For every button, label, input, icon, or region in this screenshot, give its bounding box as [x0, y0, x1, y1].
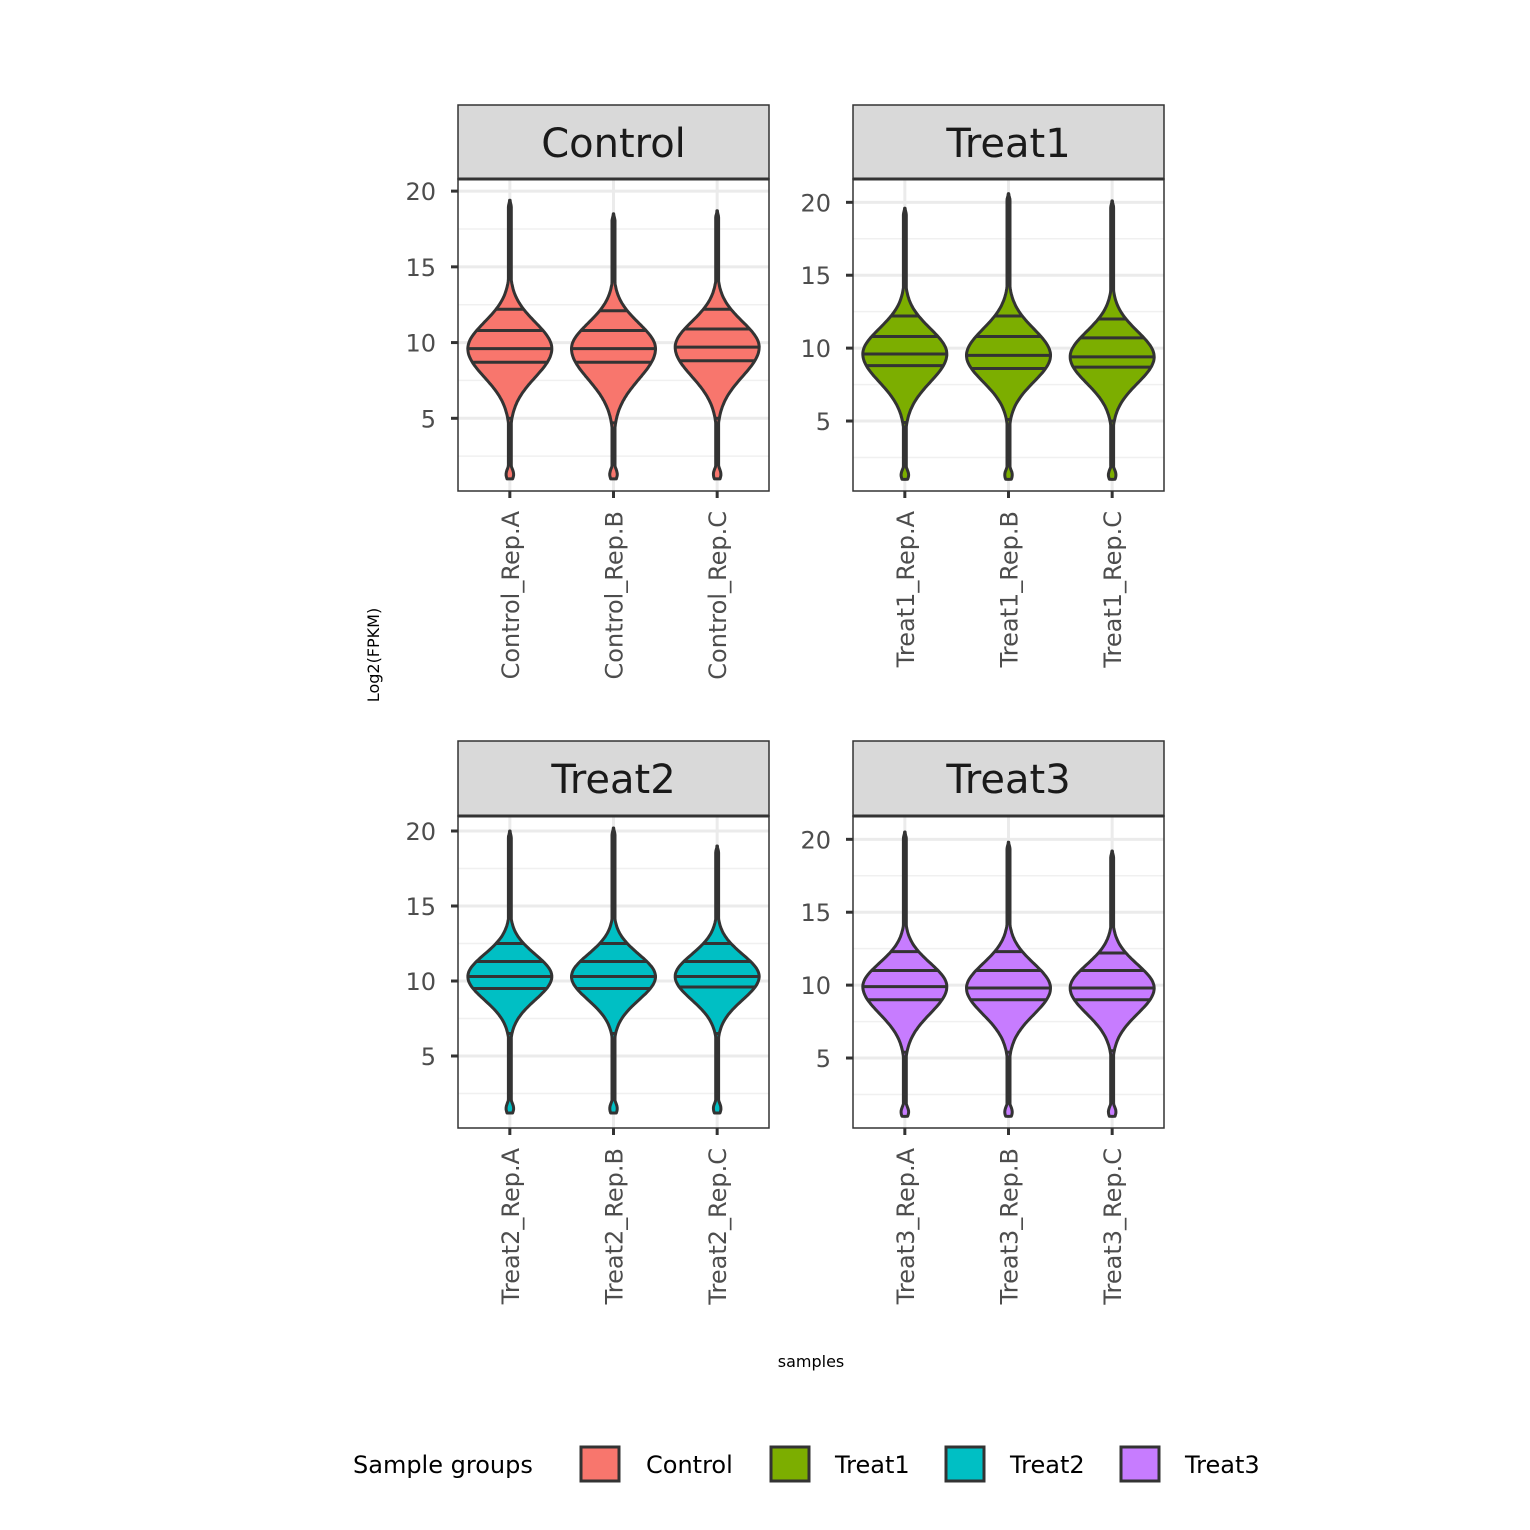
y-tick-label: 15 — [800, 899, 831, 927]
legend-item-treat1: Treat1 — [769, 1445, 910, 1483]
legend-label: Treat3 — [1184, 1451, 1260, 1479]
x-tick-label: Control_Rep.C — [704, 511, 732, 680]
y-tick-label: 5 — [816, 408, 831, 436]
x-tick-label: Control_Rep.B — [601, 511, 629, 679]
x-tick-label: Treat1_Rep.A — [892, 510, 920, 668]
facet-strip — [852, 104, 1165, 180]
facet-title: Treat1 — [945, 121, 1070, 167]
violin-treat1-rep-c — [1068, 199, 1156, 481]
y-tick-label: 20 — [800, 189, 831, 217]
violin-shape — [1068, 849, 1156, 1118]
legend-item-control: Control — [579, 1445, 733, 1483]
legend-label: Treat1 — [834, 1451, 910, 1479]
x-tick-label: Treat2_Rep.C — [704, 1148, 732, 1306]
y-tick-label: 15 — [800, 262, 831, 290]
legend-key — [769, 1445, 811, 1483]
facet-title: Control — [541, 121, 686, 167]
violin-shape — [1068, 199, 1156, 481]
violin-treat1-rep-b — [965, 192, 1052, 481]
x-tick-label: Treat3_Rep.B — [996, 1148, 1024, 1305]
violin-shape — [466, 829, 554, 1115]
y-tick-label: 5 — [421, 1043, 436, 1071]
facet-treat2: Treat2_Rep.A Treat2_Rep.B Treat2_Rep.C 5 10 1… — [405, 740, 770, 1306]
x-tick-label: Treat3_Rep.A — [892, 1147, 920, 1305]
y-axis-title: Log2(FPKM) — [364, 608, 383, 702]
violin-treat1-rep-a — [861, 206, 949, 481]
facet-panels: Control_Rep.A Control_Rep.B Control_Rep.C 5… — [405, 104, 1165, 1306]
facet-title: Treat3 — [945, 757, 1070, 803]
violin-shape — [861, 830, 949, 1118]
x-tick-label: Treat2_Rep.B — [601, 1148, 629, 1305]
x-tick-label: Treat1_Rep.C — [1099, 511, 1127, 669]
violin-shape — [965, 840, 1052, 1118]
legend-key — [944, 1445, 986, 1483]
legend: Sample groups Control Treat1 Treat2 Treat3 — [353, 1445, 1260, 1483]
legend-label: Control — [646, 1451, 733, 1479]
x-tick-label: Treat1_Rep.B — [996, 511, 1024, 668]
x-tick-label: Treat3_Rep.C — [1099, 1148, 1127, 1306]
legend-key — [1119, 1445, 1161, 1483]
y-tick-label: 10 — [405, 330, 436, 358]
violin-treat3-rep-a — [861, 830, 949, 1118]
violin-treat3-rep-b — [965, 840, 1052, 1118]
y-tick-label: 10 — [405, 968, 436, 996]
violin-control-rep-a — [466, 198, 554, 481]
violin-shape — [570, 212, 657, 481]
facet-control: Control_Rep.A Control_Rep.B Control_Rep.C 5… — [405, 104, 770, 680]
violin-treat2-rep-c — [673, 844, 761, 1115]
legend-key — [579, 1445, 621, 1483]
violin-shape — [861, 206, 949, 481]
x-tick-label: Treat2_Rep.A — [497, 1147, 525, 1305]
y-tick-label: 5 — [421, 405, 436, 433]
violin-control-rep-b — [570, 212, 657, 481]
violin-treat2-rep-a — [466, 829, 554, 1115]
y-tick-label: 10 — [800, 972, 831, 1000]
x-axis-title: samples — [778, 1352, 845, 1371]
x-tick-label: Control_Rep.A — [497, 510, 525, 679]
y-tick-label: 15 — [405, 893, 436, 921]
violin-shape — [466, 198, 554, 481]
y-tick-label: 15 — [405, 254, 436, 282]
y-tick-label: 5 — [816, 1045, 831, 1073]
y-tick-label: 20 — [405, 818, 436, 846]
violin-control-rep-c — [673, 209, 761, 481]
violin-shape — [570, 826, 657, 1115]
y-tick-label: 10 — [800, 335, 831, 363]
facet-strip — [852, 740, 1165, 817]
legend-item-treat2: Treat2 — [944, 1445, 1085, 1483]
legend-item-treat3: Treat3 — [1119, 1445, 1260, 1483]
facet-title: Treat2 — [550, 757, 675, 803]
y-tick-label: 20 — [800, 826, 831, 854]
legend-title: Sample groups — [353, 1451, 533, 1479]
facet-treat3: Treat3_Rep.A Treat3_Rep.B Treat3_Rep.C 5 10 1… — [800, 740, 1165, 1306]
facet-strip — [457, 740, 770, 817]
y-tick-label: 20 — [405, 178, 436, 206]
facet-treat1: Treat1_Rep.A Treat1_Rep.B Treat1_Rep.C 5 10 1… — [800, 104, 1165, 669]
violin-shape — [673, 209, 761, 481]
violin-shape — [673, 844, 761, 1115]
violin-treat3-rep-c — [1068, 849, 1156, 1118]
violin-treat2-rep-b — [570, 826, 657, 1115]
legend-label: Treat2 — [1009, 1451, 1085, 1479]
